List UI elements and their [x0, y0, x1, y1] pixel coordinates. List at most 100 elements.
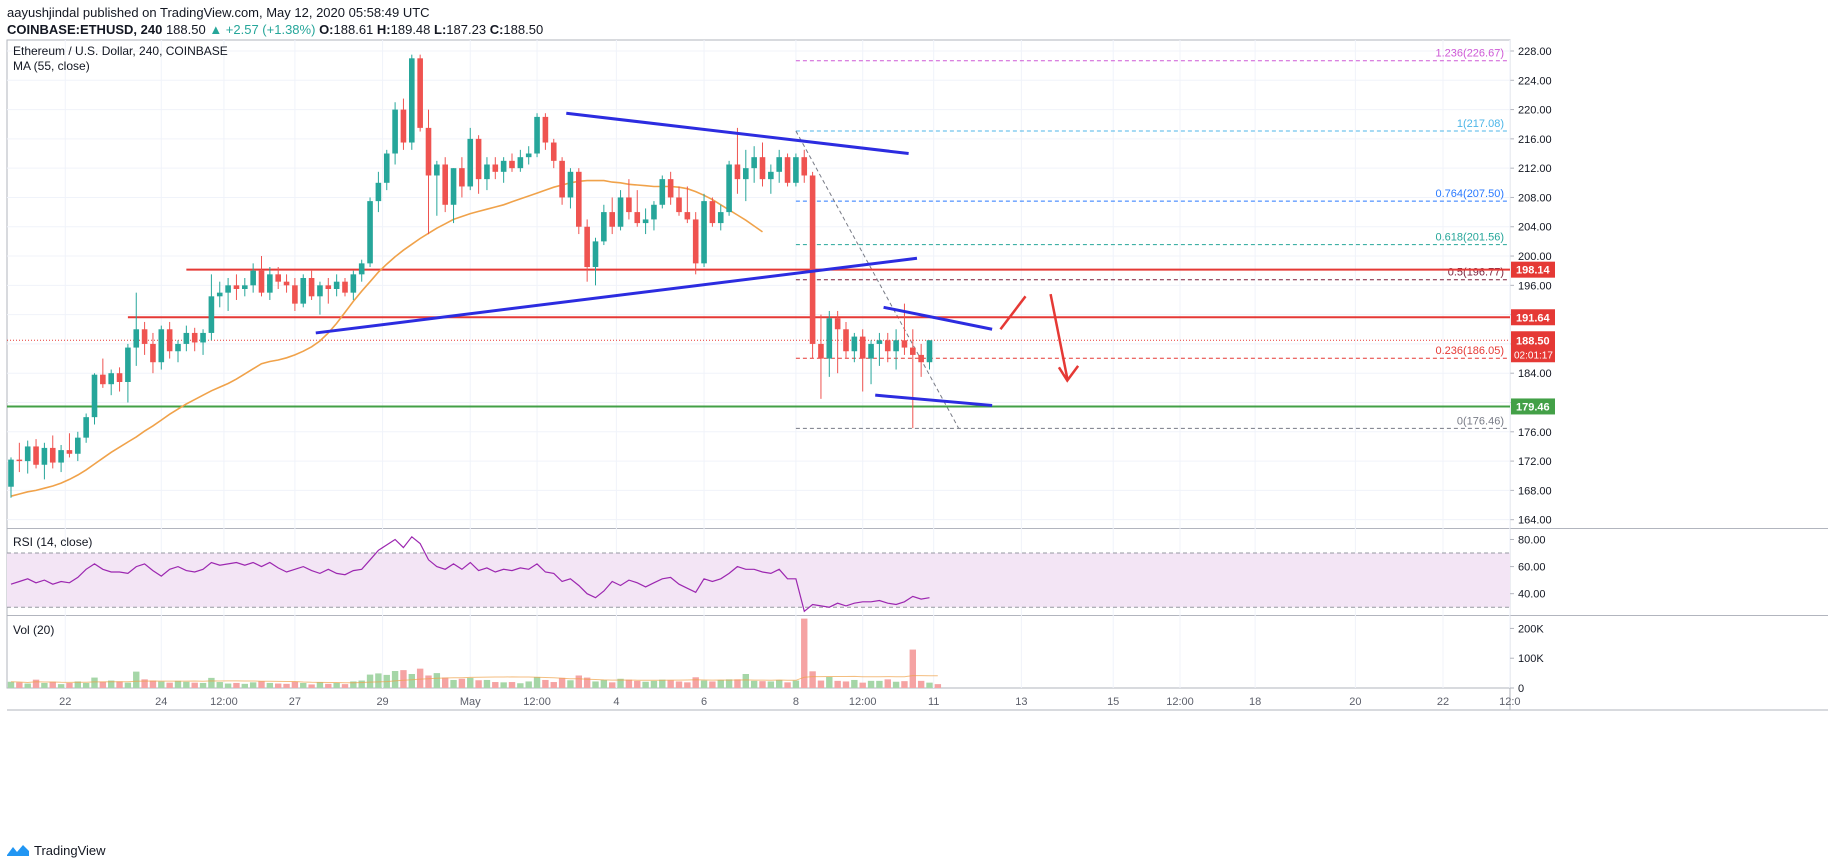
candle — [634, 190, 641, 227]
volume-bar — [216, 682, 223, 688]
tradingview-logo-icon[interactable] — [6, 843, 30, 857]
fib-label: 1.236(226.67) — [1436, 48, 1505, 60]
rsi-tick-label: 80.00 — [1518, 534, 1546, 546]
candle-body — [759, 157, 766, 180]
x-tick-label: 29 — [376, 696, 388, 708]
candle-body — [283, 281, 290, 286]
candles — [8, 54, 933, 498]
ma-legend: MA (55, close) — [13, 59, 90, 73]
candle — [150, 332, 156, 374]
level-tag-label: 179.46 — [1516, 401, 1550, 413]
volume-bar — [817, 680, 825, 688]
candle — [350, 270, 357, 300]
volume-bar — [450, 679, 457, 688]
ma55-line — [10, 179, 763, 497]
candle — [442, 157, 448, 213]
volume-bar — [759, 681, 766, 688]
volume-bar — [533, 676, 541, 688]
candle — [851, 332, 858, 363]
author-link[interactable]: aayushjindal — [7, 5, 80, 20]
candle — [784, 153, 791, 187]
candle — [200, 329, 206, 355]
candle-body — [876, 340, 883, 344]
candle-body — [317, 285, 323, 297]
candle — [651, 201, 657, 231]
candle — [292, 278, 298, 311]
x-tick-label: 12:00 — [523, 696, 551, 708]
candle-body — [826, 318, 833, 359]
candle-body — [918, 354, 924, 363]
up-arrow — [999, 295, 1027, 331]
candle — [818, 314, 824, 399]
volume-bar — [316, 682, 324, 688]
last-price-label: 188.50 — [1516, 335, 1550, 347]
y-tick-label: 200.00 — [1518, 251, 1552, 263]
last-price: 188.50 — [165, 22, 206, 37]
y-tick-label: 172.00 — [1518, 456, 1552, 468]
volume-pane: 0 100K 200K — [7, 618, 1544, 695]
trend-lines — [315, 111, 993, 407]
volume-bar — [99, 681, 107, 688]
candle-body — [392, 109, 398, 154]
projection-arrows — [999, 293, 1080, 383]
candle-body — [642, 219, 649, 224]
candle-body — [509, 160, 515, 169]
candle-body — [116, 373, 123, 382]
candle — [283, 274, 290, 293]
fib-label: 0.5(196.77) — [1448, 267, 1504, 279]
volume-bar — [208, 677, 215, 688]
candle-body — [450, 168, 457, 205]
candle-body — [158, 329, 165, 363]
down-arrow-head — [1057, 365, 1080, 383]
candle — [41, 442, 48, 480]
candle-body — [709, 201, 716, 224]
candle-body — [459, 168, 465, 187]
candle-body — [525, 153, 532, 158]
candle-body — [308, 278, 315, 297]
candle — [383, 149, 390, 191]
candle-body — [342, 281, 348, 293]
candle-body — [300, 278, 307, 304]
y-tick-label: 196.00 — [1518, 280, 1552, 292]
candle-body — [834, 318, 841, 330]
symbol-name: COINBASE:ETHUSD, 240 — [7, 22, 163, 37]
candle — [83, 413, 89, 443]
candle — [333, 274, 340, 297]
volume-bar — [750, 680, 758, 688]
volume-bar — [425, 675, 432, 688]
volume-bar — [909, 649, 916, 688]
candle-body — [901, 340, 908, 348]
candle — [225, 278, 231, 311]
candle — [250, 263, 256, 293]
rsi-pane: 40.00 60.00 80.00 — [7, 534, 1546, 613]
volume-bar — [901, 681, 908, 688]
candle-body — [150, 343, 156, 363]
candle — [216, 281, 223, 308]
volume-bar — [842, 681, 850, 688]
volume-bar — [884, 679, 891, 688]
published-text: published on TradingView.com, May 12, 20… — [82, 5, 430, 20]
volume-bar — [241, 683, 248, 688]
y-tick-label: 224.00 — [1518, 75, 1552, 87]
volume-bar — [934, 684, 942, 688]
candle-body — [601, 212, 607, 242]
candle — [317, 281, 323, 315]
candle — [8, 457, 14, 498]
candle — [467, 127, 474, 191]
candle-body — [893, 340, 899, 352]
footer: TradingView — [6, 840, 106, 860]
candle-body — [517, 157, 524, 169]
candle — [125, 343, 131, 403]
tradingview-brand[interactable]: TradingView — [34, 842, 106, 858]
candle — [834, 310, 841, 374]
candle-body — [233, 285, 240, 289]
volume-bar — [567, 680, 574, 688]
candle-body — [484, 164, 490, 180]
volume-bar — [650, 680, 658, 688]
candle — [342, 278, 348, 297]
candle-body — [726, 164, 732, 213]
candle-body — [784, 157, 791, 183]
candle-body — [250, 270, 256, 286]
volume-bar — [550, 682, 557, 688]
